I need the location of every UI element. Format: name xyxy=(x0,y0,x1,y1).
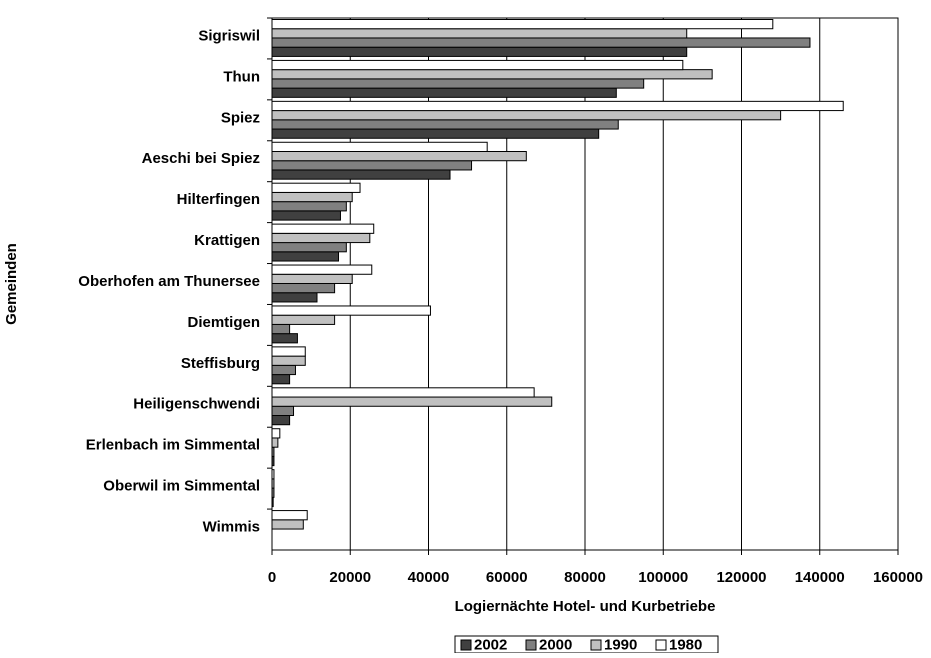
x-tick-label: 140000 xyxy=(795,569,845,586)
y-tick-label: Wimmis xyxy=(203,519,260,536)
bar xyxy=(271,455,275,467)
bar xyxy=(271,182,361,193)
bar xyxy=(271,110,782,121)
bar xyxy=(271,469,275,480)
y-tick-label: Sigriswil xyxy=(198,27,260,44)
legend-label: 2002 xyxy=(474,636,507,653)
bar xyxy=(271,387,535,398)
bar xyxy=(271,128,600,139)
x-tick-label: 120000 xyxy=(716,569,766,586)
bar xyxy=(271,119,619,130)
bar xyxy=(271,160,473,171)
y-tick-label: Hilterfingen xyxy=(177,191,260,208)
y-tick-label: Spiez xyxy=(221,109,260,126)
bar xyxy=(271,232,371,244)
bar xyxy=(271,364,296,376)
bar xyxy=(271,191,353,203)
bar xyxy=(271,428,281,439)
legend-swatch xyxy=(655,639,667,651)
bar xyxy=(271,405,295,416)
y-tick-label: Erlenbach im Simmental xyxy=(86,437,260,454)
bar xyxy=(271,59,684,71)
bar xyxy=(271,314,336,325)
y-tick-label: Krattigen xyxy=(194,232,260,249)
bar xyxy=(271,323,291,335)
bar xyxy=(271,28,688,39)
bar xyxy=(271,151,527,162)
legend-swatch xyxy=(525,639,537,651)
bar xyxy=(271,141,488,152)
bar xyxy=(271,78,645,89)
bar xyxy=(271,201,347,212)
bar xyxy=(271,46,688,57)
legend-label: 2000 xyxy=(539,636,572,653)
bar xyxy=(271,519,304,530)
legend-swatch xyxy=(460,639,472,651)
y-tick-label: Oberwil im Simmental xyxy=(103,478,260,495)
bar xyxy=(271,487,275,498)
y-tick-label: Steffisburg xyxy=(181,355,260,372)
bar xyxy=(271,355,306,366)
bar xyxy=(271,478,275,489)
bar xyxy=(271,496,274,508)
bar xyxy=(271,346,306,357)
bar xyxy=(271,333,298,344)
x-tick-label: 40000 xyxy=(408,569,450,586)
y-tick-label: Thun xyxy=(223,68,260,85)
bar xyxy=(271,292,318,303)
x-tick-label: 0 xyxy=(268,569,276,586)
x-tick-label: 100000 xyxy=(638,569,688,586)
bar xyxy=(271,446,275,457)
bar xyxy=(271,210,341,221)
bar xyxy=(271,37,811,48)
bar xyxy=(271,415,291,426)
bar xyxy=(271,169,451,180)
y-tick-label: Diemtigen xyxy=(187,314,260,331)
bar xyxy=(271,396,553,407)
legend-label: 1990 xyxy=(604,636,637,653)
x-tick-label: 20000 xyxy=(329,569,371,586)
bar xyxy=(271,251,340,262)
bar xyxy=(271,374,291,385)
legend-swatch xyxy=(590,639,602,651)
bar xyxy=(271,242,347,253)
y-tick-label: Oberhofen am Thunersee xyxy=(78,273,260,290)
bar xyxy=(271,264,373,275)
bar xyxy=(271,100,844,112)
x-tick-label: 160000 xyxy=(873,569,923,586)
y-axis-title: Gemeinden xyxy=(3,243,20,325)
bar xyxy=(271,283,336,294)
bar xyxy=(271,273,353,284)
x-tick-label: 80000 xyxy=(564,569,606,586)
bar xyxy=(271,69,713,80)
x-tick-label: 60000 xyxy=(486,569,528,586)
x-axis-title: Logiernächte Hotel- und Kurbetriebe xyxy=(455,598,716,615)
y-tick-label: Aeschi bei Spiez xyxy=(142,150,260,167)
bar xyxy=(271,305,431,316)
legend-label: 1980 xyxy=(669,636,702,653)
bar xyxy=(271,223,375,234)
y-tick-label: Heiligenschwendi xyxy=(133,396,260,413)
bar xyxy=(271,437,279,448)
bar xyxy=(271,510,308,521)
bar xyxy=(271,19,774,30)
bar xyxy=(271,87,617,98)
